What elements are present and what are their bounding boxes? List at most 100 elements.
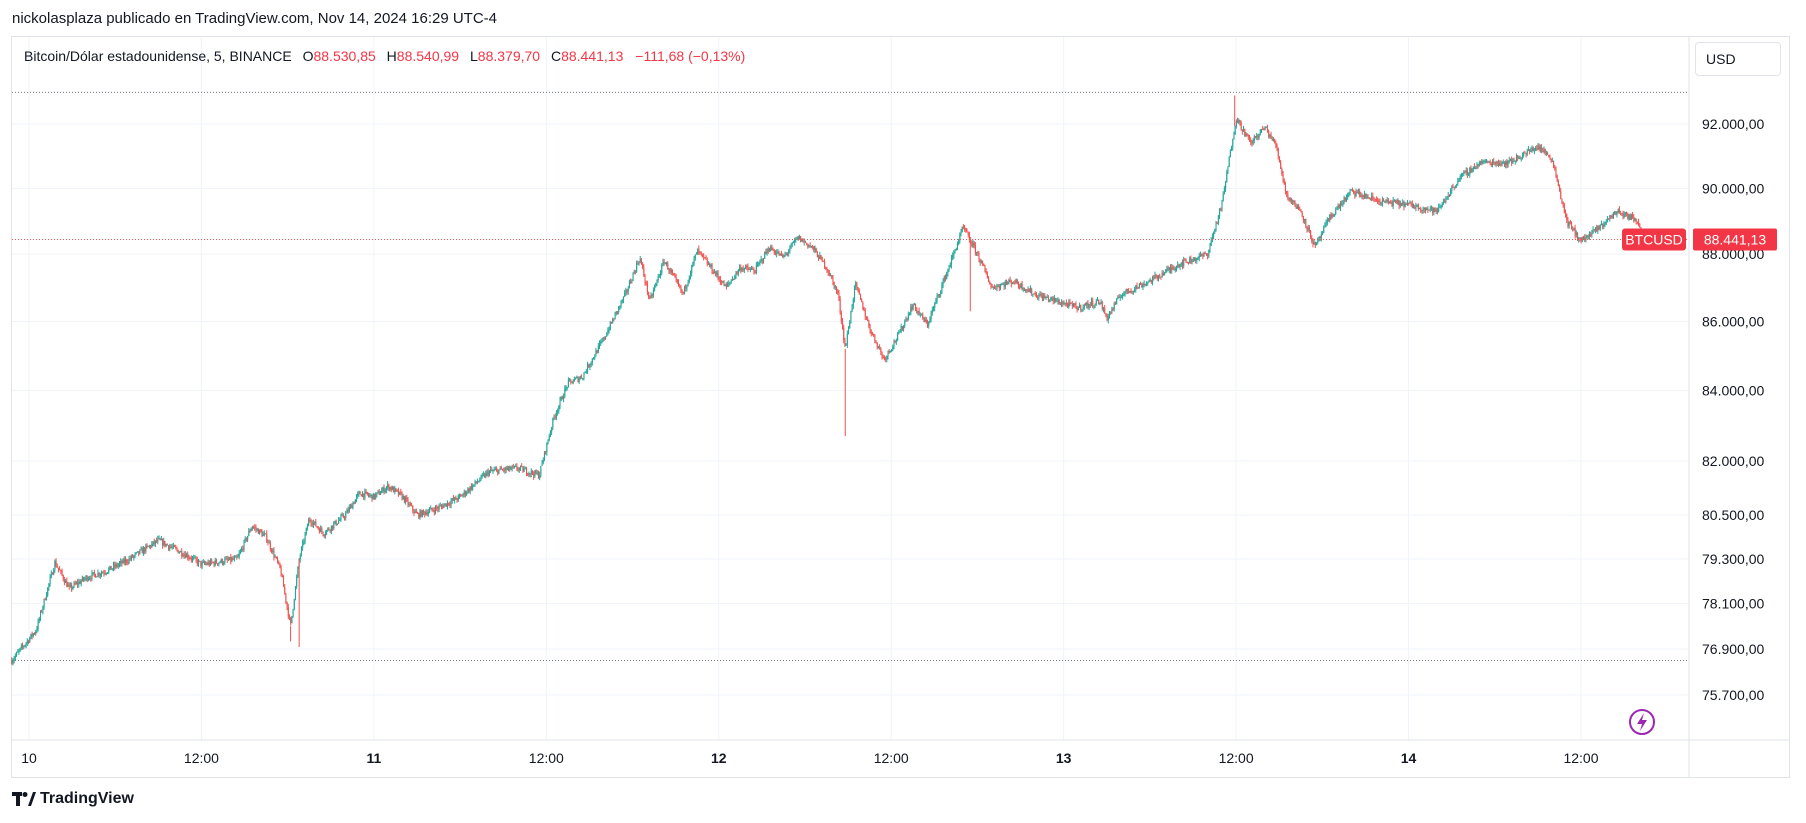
candle-body [421,510,423,517]
candle-body [279,562,281,568]
candle-body [1284,183,1287,192]
candle-body [1432,207,1434,213]
candle-body [60,570,62,572]
candle-body [1332,214,1334,217]
candle-body [294,586,297,600]
candle-body [1427,208,1429,210]
candle-body [1292,201,1294,203]
candle-body [825,267,827,269]
candle-body [1162,272,1164,276]
currency-button[interactable]: USD [1695,42,1781,76]
candle-body [746,266,748,268]
candle-body [1318,236,1320,241]
candle-body [1118,296,1120,298]
candle-body [1418,208,1421,210]
candle-body [351,505,353,509]
candle-body [1082,307,1084,310]
candle-body [189,558,191,560]
candle-body [39,611,42,619]
candle-body [910,306,912,315]
price-tick-label: 75.700,00 [1702,687,1764,703]
candle-body [120,561,122,564]
candle-body [1594,228,1597,230]
candle-body [95,574,97,578]
candle-body [1216,223,1218,225]
candle-body [856,282,858,288]
candle-body [482,474,484,476]
candle-body [418,513,420,518]
candle-body [1256,135,1258,138]
candle-body [1081,309,1083,311]
candle-body [982,261,984,264]
candle-body [265,533,267,535]
candle-body [406,497,408,500]
candle-body [833,281,835,288]
candle-body [1288,198,1290,201]
candle-body [1100,302,1102,304]
candle-body [719,279,722,283]
legend-symbol: Bitcoin/Dólar estadounidense, 5, BINANCE [24,48,292,64]
candle-body [492,470,494,472]
candle-body [633,271,635,274]
candle-body [1067,304,1069,307]
candle-body [789,248,791,252]
candle-body [863,309,865,311]
candle-body [130,555,133,559]
candle-body [1108,312,1111,317]
candle-body [242,548,244,550]
candle-body [540,466,542,475]
candle-body [735,271,737,277]
candle-body [80,580,82,584]
candle-body [364,491,366,498]
tradingview-logo[interactable]: TradingView [12,790,134,808]
candle-body [1014,282,1016,284]
candle-body [321,528,323,532]
candle-body [1269,135,1271,137]
candle-body [215,560,218,564]
candle-body [281,575,283,577]
candle-body [451,498,453,502]
candle-body [1266,126,1269,132]
candle-body [1474,166,1476,169]
candle-body [688,277,690,282]
candle-body [1344,197,1346,201]
candle-body [104,573,106,575]
candle-body [576,377,578,379]
candle-body [1331,214,1333,218]
candle-body [209,560,212,565]
candle-body [661,264,663,274]
candle-body [1514,160,1516,162]
candle-body [188,557,190,559]
candle-body [693,258,695,263]
candle-body [1154,274,1156,278]
candle-body [405,497,407,502]
candle-body [220,559,222,563]
candle-body [122,559,124,564]
candle-body [305,528,307,535]
candle-body [597,345,599,353]
candle-body [1471,168,1473,173]
candle-body [1508,160,1510,162]
candle-body [12,660,14,664]
candle-body [1413,207,1415,209]
lightning-icon[interactable] [1629,709,1655,735]
candle-body [1099,303,1101,305]
candle-body [1574,228,1576,236]
candle-body [59,569,61,571]
candle-body [407,499,409,505]
candle-body [706,259,708,265]
candle-body [247,535,249,541]
candle-body [1079,304,1081,308]
candle-body [328,528,330,530]
candle-body [1258,133,1260,138]
candle-body [327,528,329,531]
candle-body [1217,215,1219,224]
candle-body [1117,296,1119,299]
candle-body [624,292,626,297]
candle-body [836,286,838,292]
candle-body [408,503,410,505]
candle-body [1592,229,1594,234]
candle-body [213,562,215,566]
candle-body [1232,139,1234,148]
